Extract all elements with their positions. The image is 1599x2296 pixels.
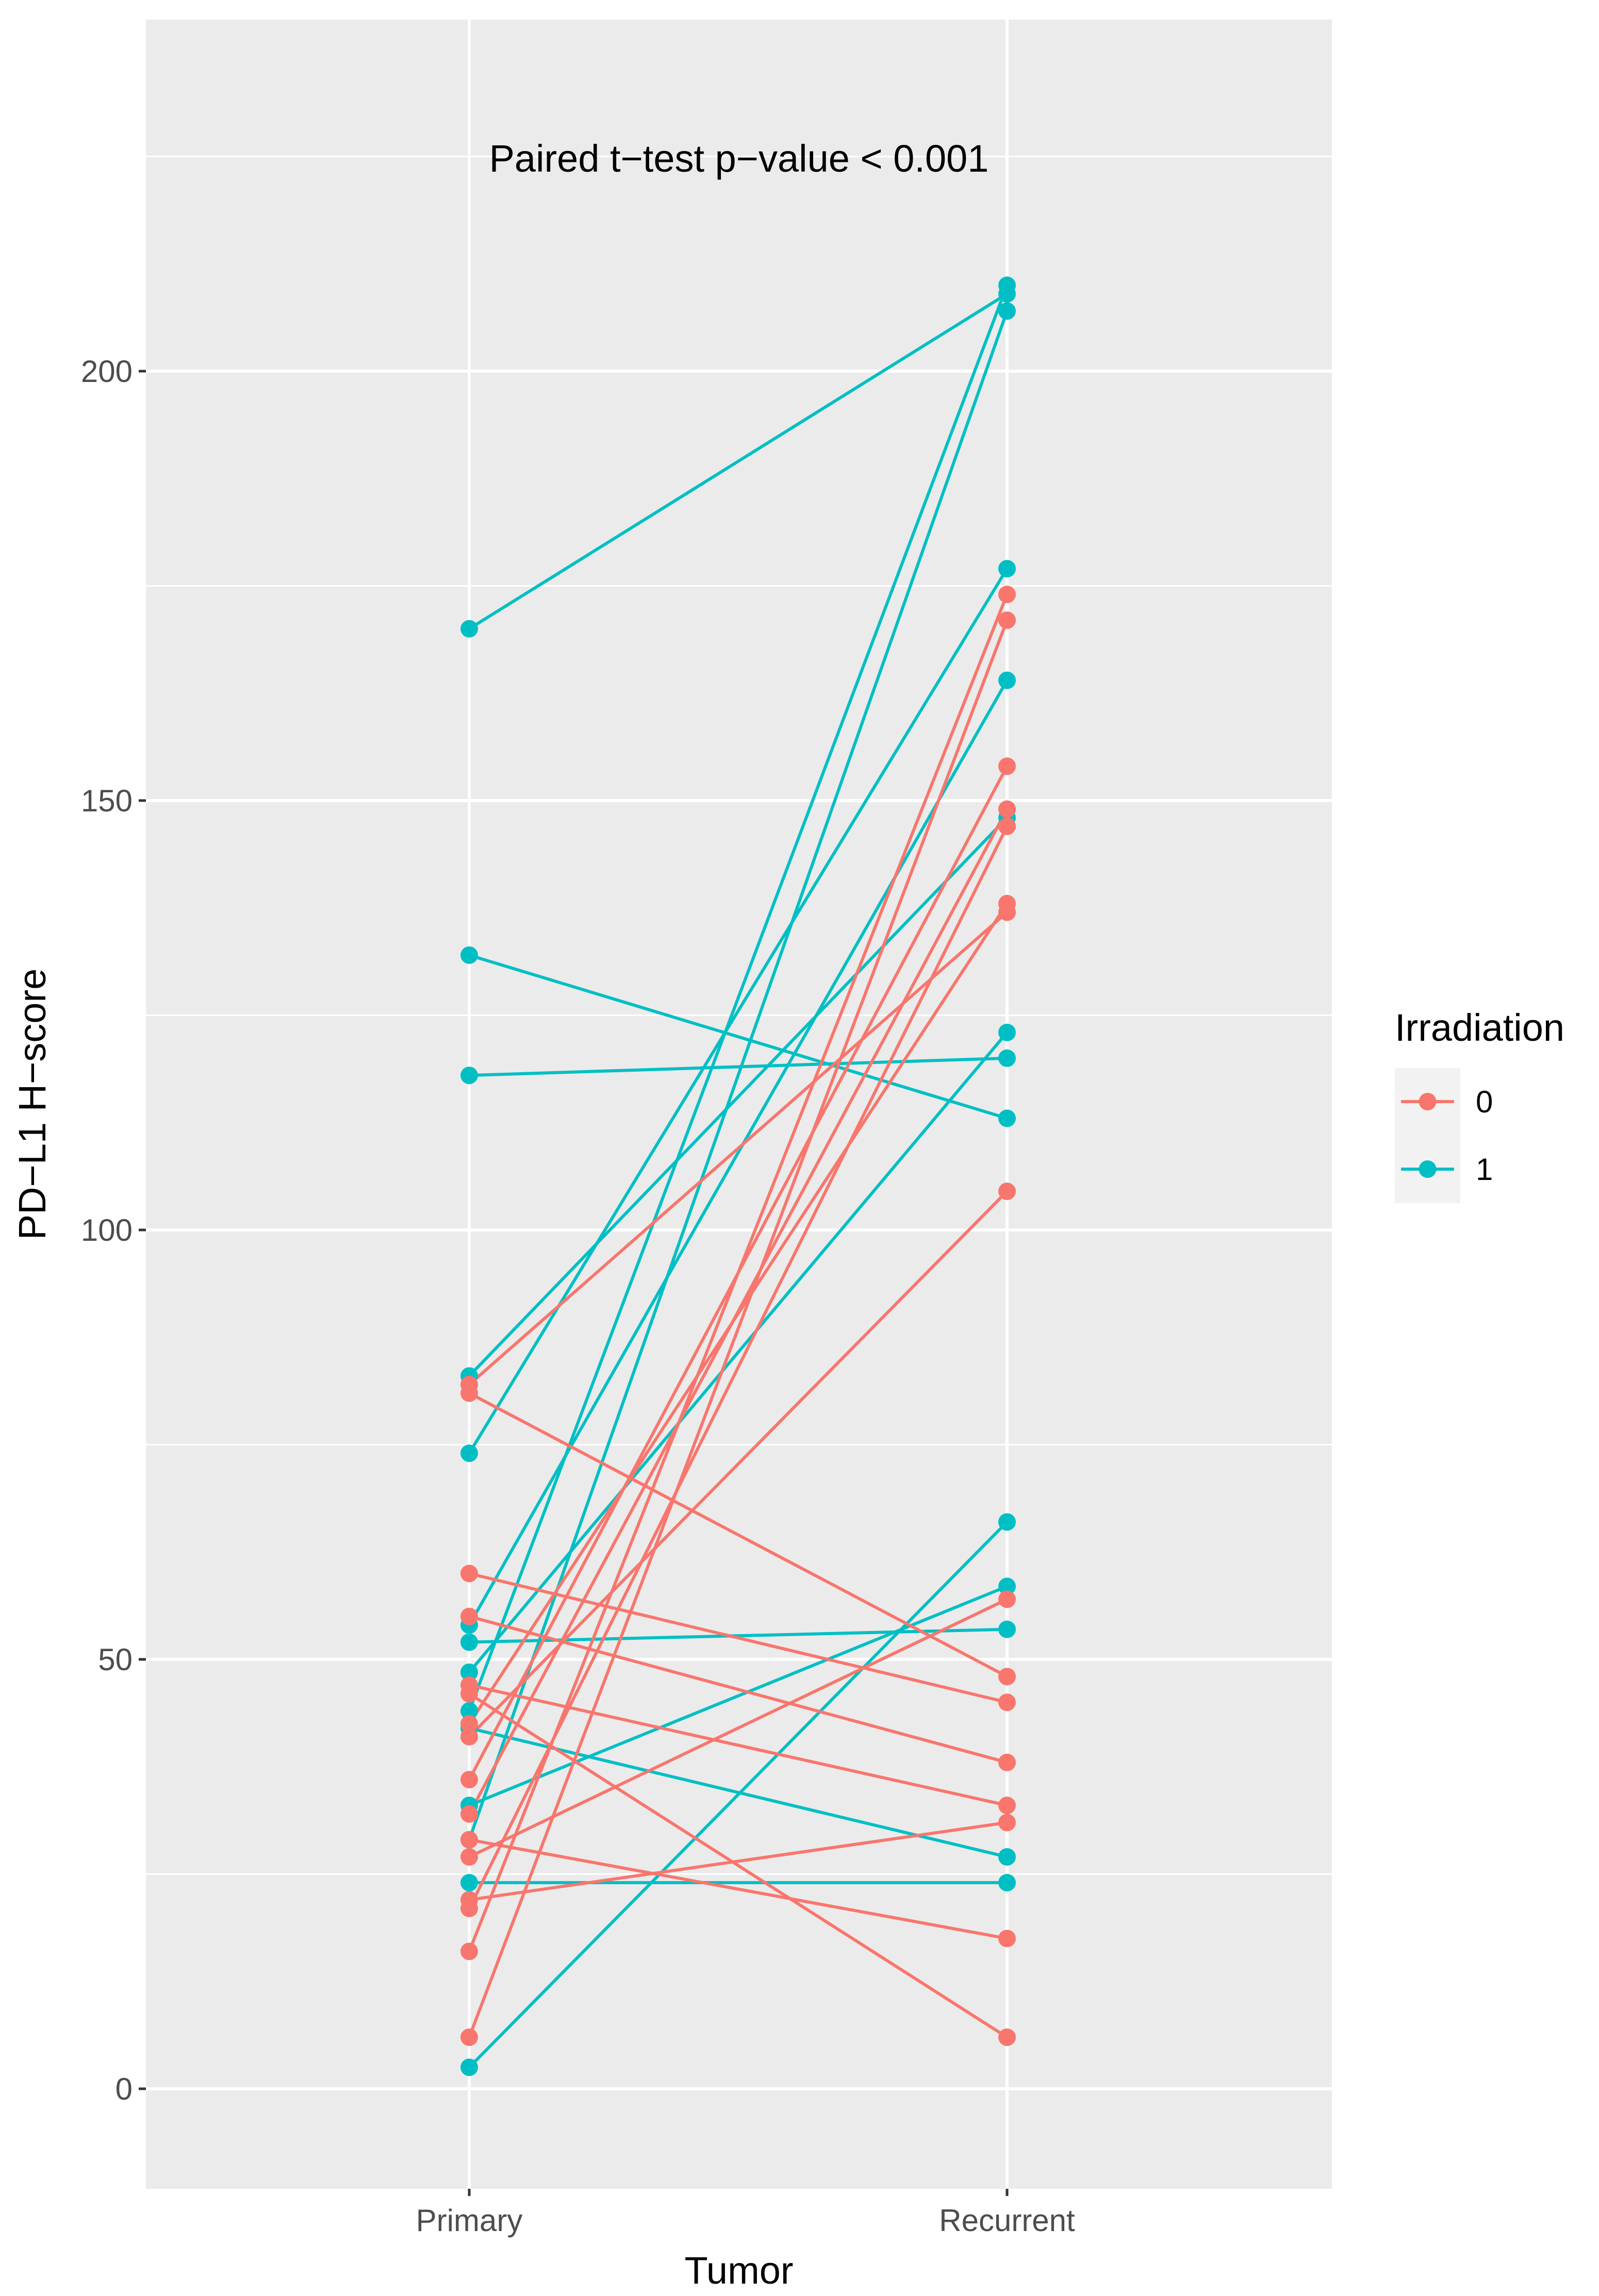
series-line-group-0 [468, 911, 1008, 1386]
series-line-group-0 [468, 1692, 1008, 2039]
legend-label: 1 [1476, 1152, 1493, 1187]
data-point-group-0 [998, 1590, 1016, 1608]
data-point-group-1 [998, 276, 1016, 294]
series-line-group-0 [469, 1838, 1008, 1940]
y-tick-label: 150 [81, 784, 133, 818]
y-tick-label: 200 [81, 354, 133, 389]
data-point-group-0 [998, 894, 1016, 912]
data-point-group-1 [998, 302, 1016, 320]
series-line-group-1 [468, 1585, 1008, 1807]
data-point-group-0 [460, 1900, 478, 1918]
series-line-group-1 [469, 954, 1008, 1120]
data-point-group-0 [998, 800, 1016, 818]
data-point-group-0 [998, 1693, 1016, 1711]
data-point-group-1 [998, 560, 1016, 578]
series-line-group-0 [468, 808, 1009, 1815]
data-point-group-1 [460, 1663, 478, 1681]
data-point-group-0 [998, 1668, 1016, 1686]
data-point-group-1 [998, 671, 1016, 689]
y-tick-label: 0 [116, 2072, 133, 2106]
series-line-group-1 [468, 679, 1009, 1626]
data-point-group-1 [460, 1067, 478, 1085]
data-point-group-0 [460, 1771, 478, 1789]
series-line-group-0 [468, 1391, 1008, 1678]
series-line-group-0 [469, 1684, 1008, 1807]
data-point-group-1 [460, 1444, 478, 1462]
x-tick-label: Primary [416, 2203, 523, 2238]
series-line-group-0 [469, 1572, 1008, 1704]
data-point-group-0 [460, 1565, 478, 1583]
data-point-group-1 [460, 620, 478, 638]
data-point-group-0 [998, 2028, 1016, 2047]
data-point-group-1 [460, 1633, 478, 1651]
legend-label: 0 [1476, 1085, 1493, 1119]
series-line-group-1 [468, 1521, 1009, 2069]
data-point-group-1 [998, 1577, 1016, 1595]
data-point-group-0 [460, 1727, 478, 1745]
data-point-group-0 [460, 1607, 478, 1625]
data-point-group-1 [998, 1874, 1016, 1892]
data-point-group-0 [998, 1929, 1016, 1948]
data-point-group-0 [460, 1848, 478, 1866]
legend-key-point [1419, 1093, 1437, 1110]
data-point-group-0 [998, 611, 1016, 629]
series-line-group-0 [468, 765, 1009, 1781]
data-point-group-0 [998, 817, 1016, 835]
data-point-group-0 [998, 757, 1016, 775]
data-point-group-0 [998, 1183, 1016, 1201]
series-line-group-0 [468, 620, 1009, 2038]
y-axis-title: PD−L1 H−score [11, 969, 54, 1240]
series-points [460, 276, 1016, 2076]
data-point-group-0 [460, 1375, 478, 1393]
data-point-group-0 [998, 1813, 1016, 1832]
series-line-group-1 [468, 292, 1008, 630]
y-axis: 0 50 100 150 200 [81, 354, 146, 2106]
series-line-group-0 [468, 1598, 1008, 1858]
legend-title: Irradiation [1395, 1006, 1564, 1049]
data-point-group-0 [460, 1715, 478, 1733]
plot-panel [146, 20, 1332, 2189]
grid-minor [146, 156, 1332, 1875]
data-point-group-0 [460, 1685, 478, 1703]
annotation: Paired t−test p−value < 0.001 [489, 137, 989, 180]
data-point-group-1 [998, 1049, 1016, 1067]
data-point-group-0 [998, 586, 1016, 604]
data-point-group-1 [998, 1848, 1016, 1866]
data-point-group-0 [460, 2028, 478, 2047]
data-point-group-1 [998, 1109, 1016, 1127]
series-line-group-1 [468, 1031, 1009, 1673]
data-point-group-0 [998, 1753, 1016, 1771]
data-point-group-1 [998, 1620, 1016, 1638]
legend-key-point [1419, 1160, 1437, 1178]
data-point-group-1 [460, 1874, 478, 1892]
y-tick-label: 50 [98, 1642, 133, 1677]
x-axis-title: Tumor [684, 2249, 793, 2292]
series-line-group-1 [469, 1056, 1008, 1077]
series-line-group-0 [469, 1615, 1008, 1764]
series-lines [468, 285, 1009, 2069]
data-point-group-0 [460, 1831, 478, 1849]
y-tick-label: 100 [81, 1213, 133, 1247]
legend: Irradiation 0 1 [1395, 1006, 1564, 1203]
data-point-group-1 [460, 2058, 478, 2076]
x-axis: Primary Recurrent [416, 2189, 1075, 2238]
data-point-group-0 [998, 1796, 1016, 1815]
series-line-group-1 [468, 817, 1009, 1377]
data-point-group-1 [460, 946, 478, 964]
data-point-group-1 [998, 1513, 1016, 1531]
series-line-group-1 [468, 285, 1009, 1712]
data-point-group-1 [460, 1702, 478, 1720]
data-point-group-1 [998, 1023, 1016, 1041]
series-line-group-0 [469, 1821, 1008, 1902]
data-point-group-0 [460, 1805, 478, 1823]
data-point-group-0 [460, 1942, 478, 1960]
x-tick-label: Recurrent [939, 2203, 1075, 2238]
